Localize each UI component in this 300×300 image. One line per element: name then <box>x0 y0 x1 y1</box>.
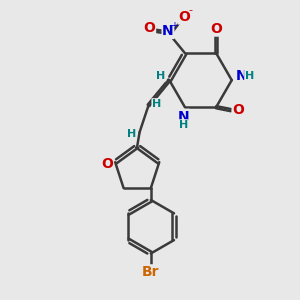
Text: H: H <box>245 71 254 81</box>
Text: Br: Br <box>142 265 160 279</box>
Text: +: + <box>170 21 178 32</box>
Text: H: H <box>156 71 166 81</box>
Text: O: O <box>101 157 113 171</box>
Text: -: - <box>188 5 192 15</box>
Text: N: N <box>178 110 189 124</box>
Text: O: O <box>210 22 222 36</box>
Text: H: H <box>152 99 161 109</box>
Text: H: H <box>127 129 136 139</box>
Text: H: H <box>179 120 188 130</box>
Text: O: O <box>178 10 190 24</box>
Text: O: O <box>232 103 244 117</box>
Text: O: O <box>144 22 155 35</box>
Text: N: N <box>162 24 174 38</box>
Text: N: N <box>236 69 247 83</box>
